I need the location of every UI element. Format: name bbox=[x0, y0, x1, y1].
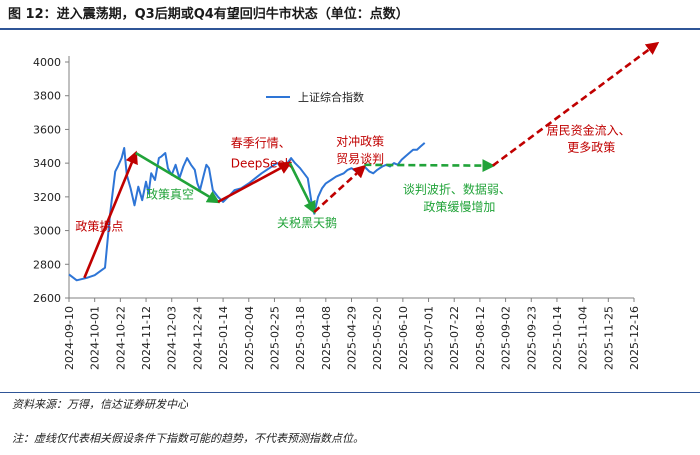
chart-annotations: 政策拐点 政策真空 春季行情、 DeepSeek 关税黑天鹅 对冲政策贸易谈判谈判波折、数… bbox=[75, 122, 630, 233]
x-tick-label: 2024-11-12 bbox=[140, 306, 153, 370]
chart-title: 图 12：进入震荡期，Q3后期或Q4有望回归牛市状态（单位：点数） bbox=[8, 7, 409, 22]
y-tick-label: 4000 bbox=[33, 56, 61, 69]
x-tick-label: 2025-08-12 bbox=[474, 306, 487, 370]
title-rule bbox=[0, 28, 700, 30]
x-tick-label: 2024-10-01 bbox=[89, 306, 102, 370]
green-trend-arrow bbox=[135, 151, 221, 204]
x-tick-label: 2025-02-25 bbox=[268, 306, 281, 370]
annotation-label: 谈判波折、数据弱、 bbox=[403, 181, 511, 196]
x-tick-label: 2024-12-24 bbox=[191, 306, 204, 370]
note-text: 注：虚线仅代表相关假设条件下指数可能的趋势，不代表预测指数点位。 bbox=[12, 432, 364, 445]
x-tick-label: 2025-04-08 bbox=[320, 306, 333, 370]
green-trend-arrow bbox=[288, 162, 316, 215]
annotation-label: 政策真空 bbox=[146, 188, 194, 202]
x-tick-label: 2024-10-22 bbox=[114, 306, 127, 370]
x-tick-label: 2024-09-10 bbox=[63, 306, 76, 370]
red-trend-arrow bbox=[217, 161, 293, 204]
x-tick-label: 2025-06-10 bbox=[397, 306, 410, 370]
x-tick-label: 2025-11-04 bbox=[577, 306, 590, 370]
dashed-red-trend-arrow bbox=[491, 41, 660, 167]
x-tick-label: 2025-11-25 bbox=[602, 306, 615, 370]
annotation-label: 居民资金流入、 bbox=[547, 122, 631, 137]
y-tick-label: 3200 bbox=[33, 191, 61, 204]
annotation-label: 对冲政策 bbox=[336, 133, 384, 148]
annotation-label: 政策拐点 bbox=[75, 219, 123, 234]
source-text: 资料来源：万得，信达证券研发中心 bbox=[12, 398, 188, 411]
footer-rule bbox=[0, 392, 700, 393]
line-chart: 2600 2800 3000 3200 3400 3600 3800 4000 2024-09-… bbox=[33, 41, 660, 370]
annotation-label: 贸易谈判 bbox=[336, 152, 384, 166]
chart-axes: 2600 2800 3000 3200 3400 3600 3800 4000 2024-09-… bbox=[33, 56, 641, 370]
y-tick-label: 3000 bbox=[33, 225, 61, 238]
y-tick-label: 3400 bbox=[33, 157, 61, 170]
annotation-label: DeepSeek bbox=[231, 156, 292, 170]
x-tick-label: 2025-01-14 bbox=[217, 306, 230, 370]
x-tick-label: 2025-07-01 bbox=[423, 306, 436, 370]
x-tick-label: 2025-09-02 bbox=[500, 306, 513, 370]
red-trend-arrow bbox=[83, 150, 138, 279]
x-tick-label: 2025-12-16 bbox=[628, 306, 641, 370]
legend-label: 上证综合指数 bbox=[298, 90, 364, 104]
x-tick-label: 2025-04-29 bbox=[346, 306, 359, 370]
x-tick-label: 2025-09-23 bbox=[525, 306, 538, 370]
y-tick-label: 2600 bbox=[33, 292, 61, 305]
chart-legend: 上证综合指数 bbox=[266, 90, 364, 104]
y-tick-label: 3600 bbox=[33, 123, 61, 136]
x-tick-label: 2025-07-22 bbox=[448, 306, 461, 370]
x-tick-label: 2025-05-20 bbox=[371, 306, 384, 370]
x-tick-label: 2025-10-14 bbox=[551, 306, 564, 370]
y-tick-label: 3800 bbox=[33, 90, 61, 103]
x-tick-label: 2024-12-03 bbox=[166, 306, 179, 370]
annotation-label: 政策缓慢增加 bbox=[423, 200, 495, 214]
annotation-label: 春季行情、 bbox=[231, 136, 291, 150]
annotation-label: 更多政策 bbox=[567, 140, 615, 154]
dashed-red-trend-arrow bbox=[313, 164, 367, 213]
chart-arrows bbox=[83, 41, 660, 279]
y-tick-label: 2800 bbox=[33, 258, 61, 271]
x-tick-label: 2025-02-04 bbox=[243, 306, 256, 370]
annotation-label: 关税黑天鹅 bbox=[277, 216, 337, 230]
x-tick-label: 2025-03-18 bbox=[294, 306, 307, 370]
